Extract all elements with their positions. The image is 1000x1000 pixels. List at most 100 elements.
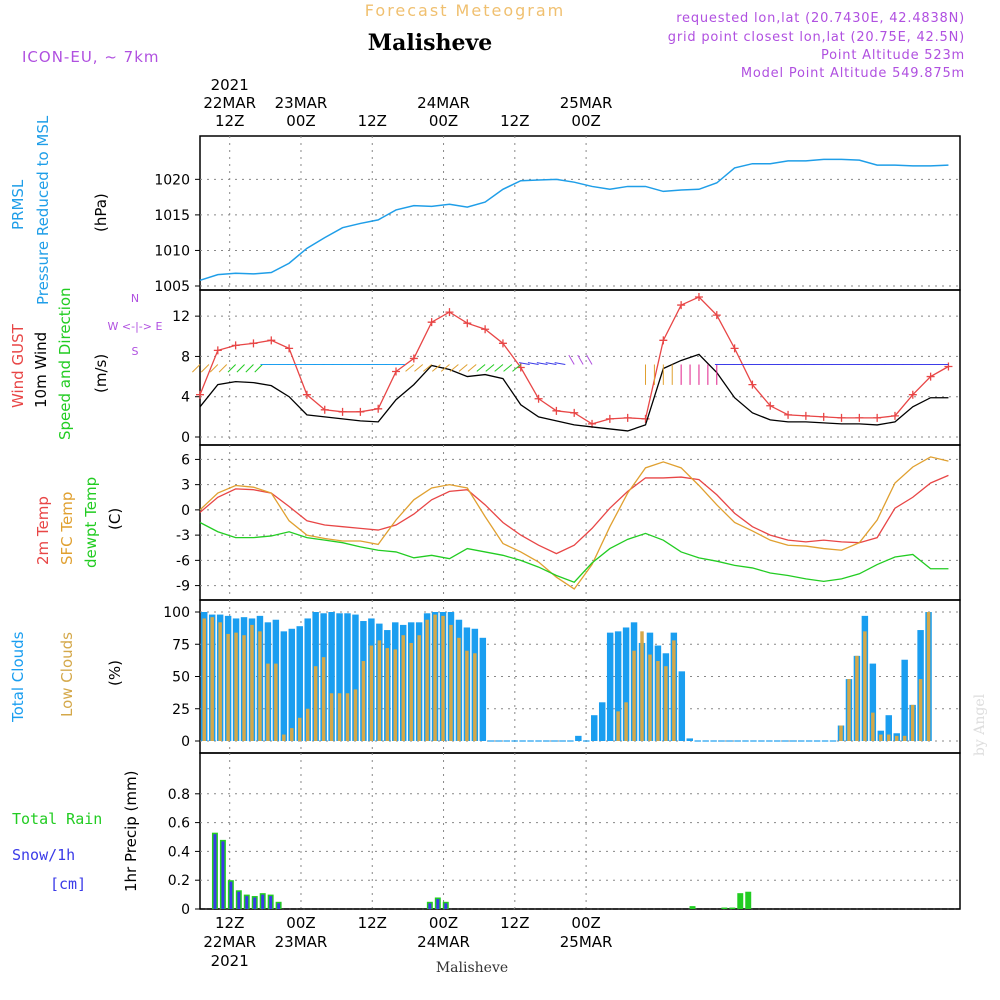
low-clouds-bar	[242, 635, 246, 741]
pressure-line	[199, 158, 949, 282]
wind-direction-arrow	[554, 362, 566, 365]
model-altitude: Model Point Altitude 549.875m	[741, 66, 965, 81]
wind-gust-marker	[534, 394, 543, 403]
low-clouds-bar	[457, 637, 461, 741]
pressure-unit: (hPa)	[92, 193, 110, 232]
total-clouds-bar	[288, 628, 296, 741]
temp-unit: (C)	[106, 508, 124, 530]
point-altitude: Point Altitude 523m	[821, 48, 965, 63]
low-clouds-bar	[640, 631, 644, 741]
low-clouds-bar	[369, 645, 374, 741]
bottom-axis-label: 24MAR	[417, 933, 470, 951]
low-clouds-bar	[393, 649, 397, 741]
wind-gust-marker	[784, 410, 793, 419]
wind-gust-marker	[926, 372, 935, 381]
low-clouds-bar	[234, 632, 238, 741]
rain-bar	[729, 907, 736, 909]
plot-layer	[192, 158, 960, 910]
y-tick-label: -9	[176, 579, 190, 595]
wind-gust-marker	[356, 407, 365, 416]
grid-point-coords: grid point closest lon,lat (20.75E, 42.5…	[668, 30, 965, 45]
y-tick-label: 1015	[154, 208, 190, 224]
top-axis-label: 12Z	[358, 112, 387, 130]
snow-bar	[436, 898, 440, 909]
bottom-axis-label: 12Z	[215, 914, 244, 932]
wind-gust-marker	[766, 401, 775, 410]
wind-gust-marker	[196, 390, 204, 399]
compass-s-label: S	[132, 345, 139, 358]
total-clouds-bar	[901, 659, 908, 741]
total-clouds-bar	[344, 613, 351, 741]
bottom-axis-label: 12Z	[358, 914, 387, 932]
wind-gust-marker	[730, 344, 739, 353]
wind-direction-arrow	[218, 364, 228, 373]
wind-direction-arrow	[586, 354, 593, 365]
low-clouds-bar	[433, 614, 437, 741]
wind-gust-marker	[605, 414, 614, 423]
wind-direction-arrow	[512, 364, 522, 372]
wind-direction-arrow	[518, 362, 530, 365]
wind-direction-arrow	[245, 364, 254, 373]
low-clouds-bar	[894, 735, 899, 741]
low-clouds-bar	[409, 642, 413, 741]
total-rain-label: Total Rain	[12, 810, 102, 828]
low-clouds-bar	[449, 624, 453, 741]
low-clouds-bar	[902, 735, 907, 741]
wind-gust-marker	[641, 414, 650, 423]
wind-direction-arrow	[458, 364, 468, 372]
low-clouds-bar	[218, 622, 222, 741]
low-clouds-bar	[425, 619, 429, 741]
panel-frame	[199, 289, 961, 446]
wind-gust-marker	[837, 413, 846, 422]
location-title: Malisheve	[368, 30, 492, 56]
total-clouds-bar	[328, 612, 335, 741]
top-axis-label: 12Z	[500, 112, 529, 130]
y-tick-label: 0	[181, 503, 190, 519]
snow-bar	[277, 903, 281, 909]
forecast-title: Forecast Meteogram	[365, 1, 565, 20]
wind-gust-marker	[374, 404, 383, 413]
low-clouds-bar	[329, 693, 334, 741]
snow-bar	[428, 903, 432, 909]
snow-bar	[213, 834, 217, 909]
total-clouds-bar	[885, 715, 892, 741]
low-clouds-bar	[313, 666, 318, 741]
wind-gust-marker	[677, 301, 686, 310]
wind-direction-label: Speed and Direction	[56, 287, 74, 440]
wind-gust-marker	[427, 318, 436, 327]
compass-we-label: W <-|-> E	[108, 320, 163, 333]
low-clouds-bar	[353, 689, 358, 741]
bottom-axis-label: 22MAR	[203, 933, 256, 951]
wind-gust-marker	[908, 390, 917, 399]
wind-gust-marker	[285, 344, 294, 353]
sfc-temp-line	[199, 456, 949, 590]
low-clouds-bar	[337, 693, 342, 741]
wind-direction-arrow	[431, 364, 441, 372]
y-tick-label: 0.4	[168, 844, 190, 860]
total-clouds-bar	[678, 671, 686, 741]
low-clouds-bar	[871, 712, 875, 741]
wind-direction-arrow	[545, 362, 557, 365]
wind-direction-arrow	[577, 354, 584, 365]
wind-gust-marker	[338, 407, 347, 416]
wind-unit: (m/s)	[92, 354, 110, 393]
snow-label: Snow/1h	[12, 846, 75, 864]
low-clouds-bar	[385, 648, 390, 741]
y-tick-label: 1005	[154, 279, 190, 295]
wind-direction-arrow	[254, 364, 263, 373]
y-tick-label: 25	[172, 702, 190, 718]
wind-gust-marker	[392, 367, 401, 376]
y-tick-label: 1010	[154, 243, 190, 259]
snow-bar	[269, 896, 273, 909]
temp-2m-label: 2m Temp	[34, 496, 52, 565]
total-clouds-bar	[869, 663, 877, 741]
low-clouds-bar	[855, 655, 859, 741]
low-clouds-bar	[441, 615, 445, 741]
total-clouds-bar	[296, 626, 303, 741]
top-axis-label: 00Z	[286, 112, 315, 130]
top-axis-label: 25MAR	[560, 94, 613, 112]
top-axis-label: 24MAR	[417, 94, 470, 112]
low-clouds-bar	[926, 612, 931, 741]
